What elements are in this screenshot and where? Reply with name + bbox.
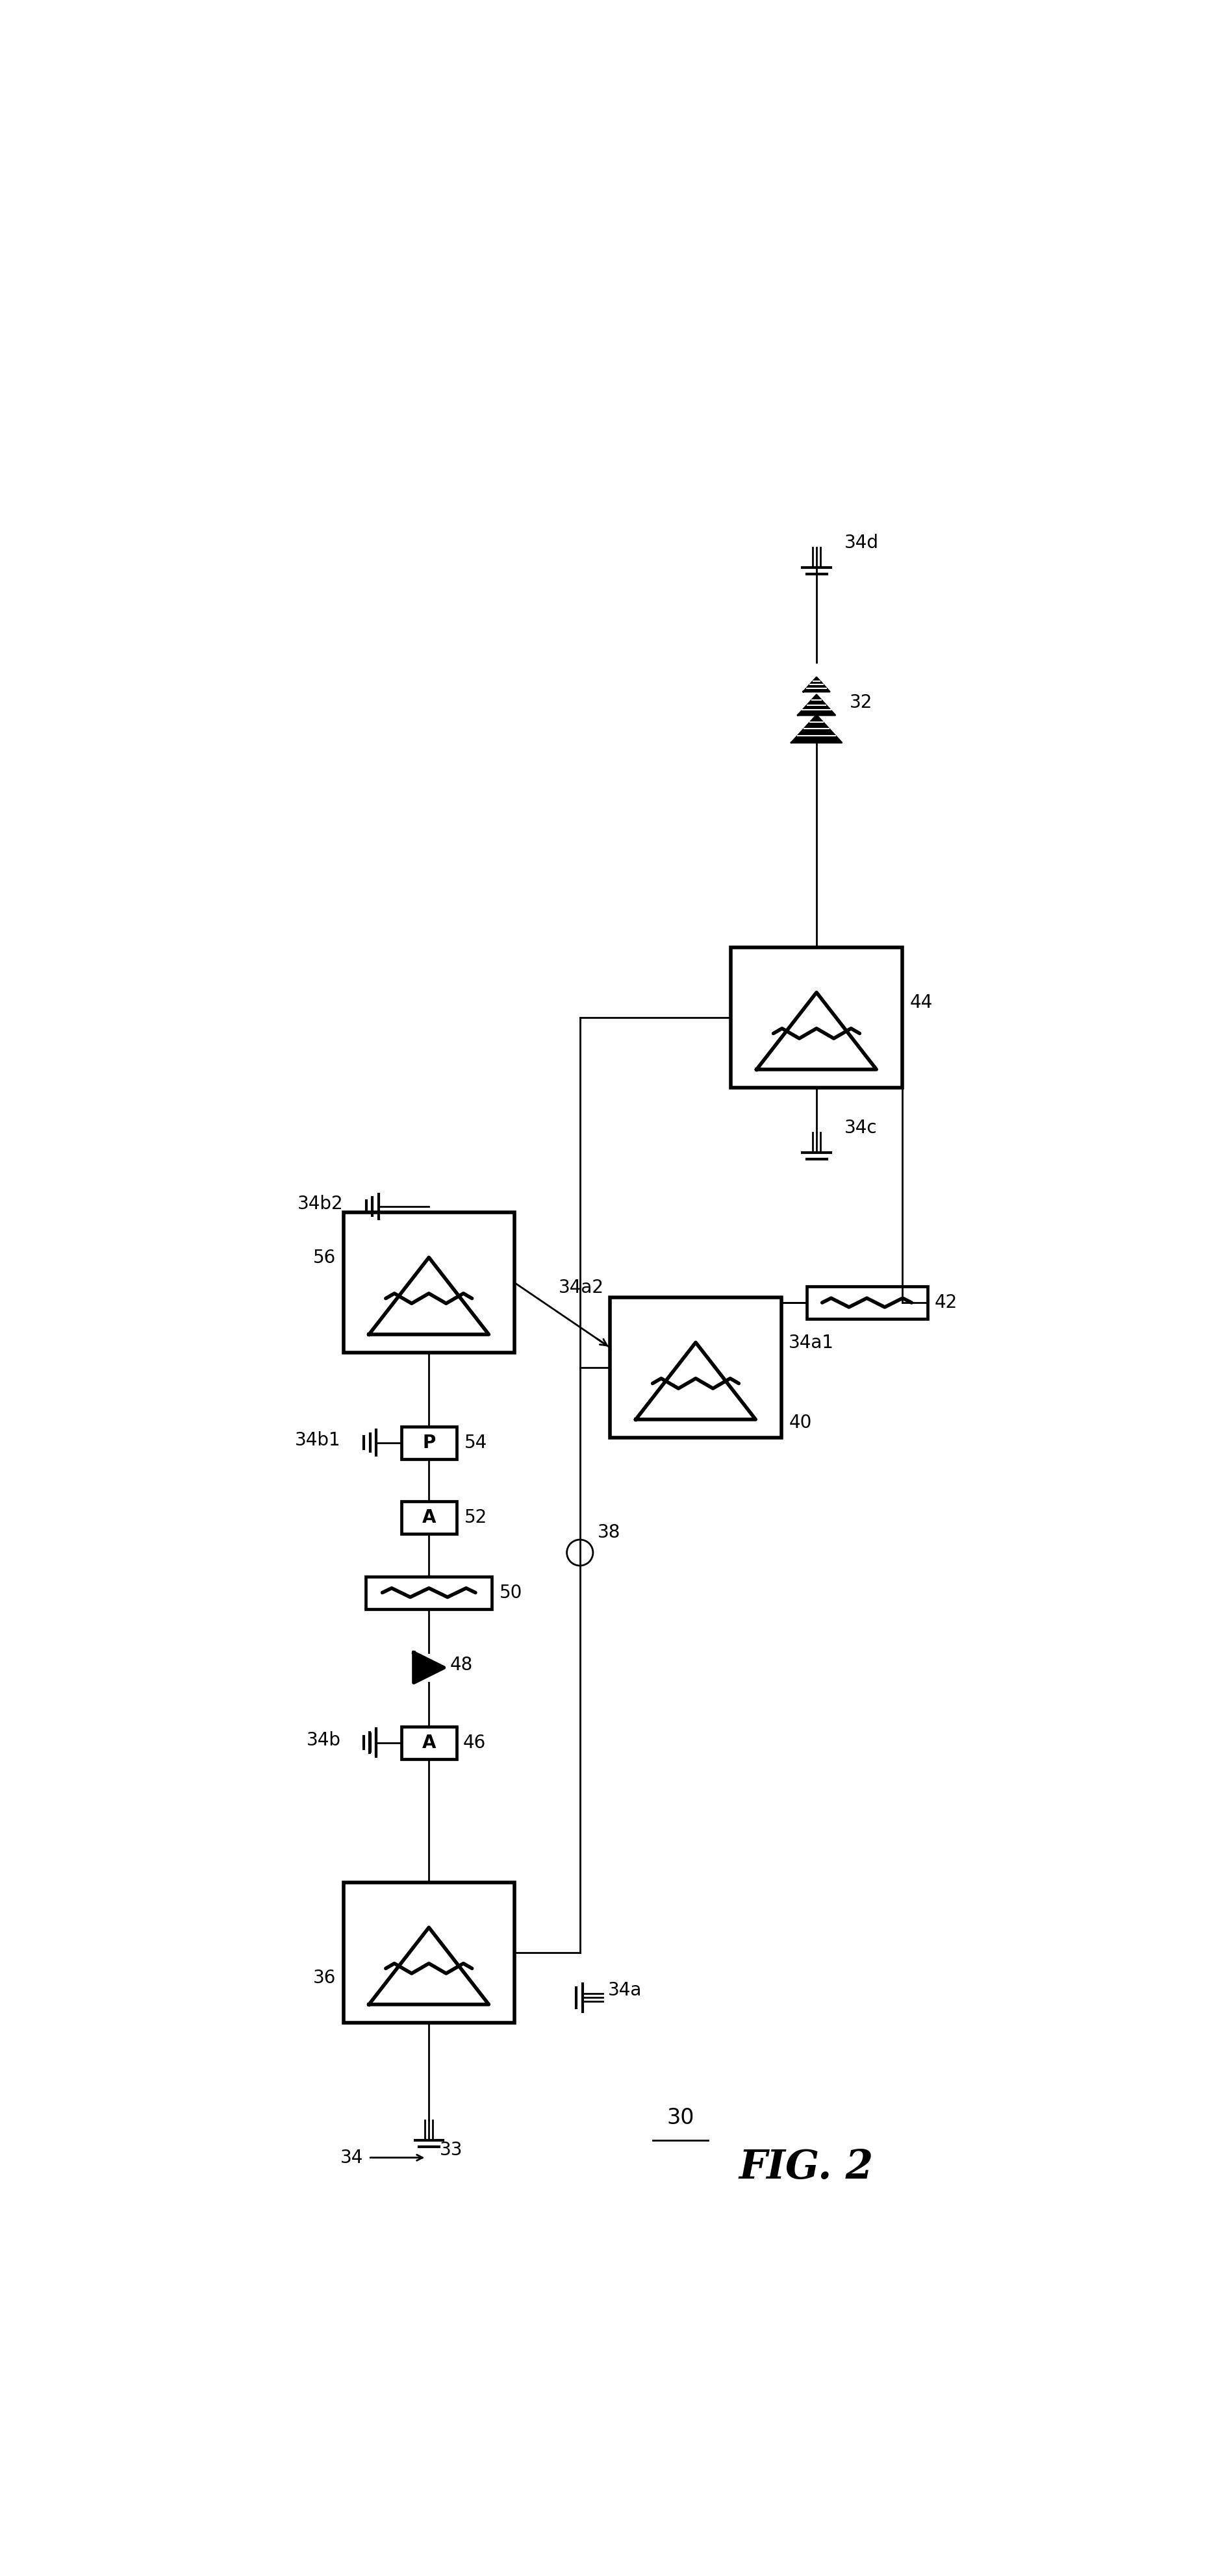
Text: 34a1: 34a1 [789, 1334, 834, 1352]
Text: 34: 34 [340, 2148, 364, 2166]
Text: 34b: 34b [306, 1731, 340, 1749]
Text: A: A [422, 1734, 435, 1752]
Text: 50: 50 [500, 1584, 523, 1602]
Text: 30: 30 [666, 2107, 694, 2128]
Text: 36: 36 [313, 1968, 336, 1986]
Text: 42: 42 [935, 1293, 958, 1311]
Text: A: A [422, 1510, 435, 1528]
Text: 52: 52 [465, 1510, 488, 1528]
Polygon shape [798, 696, 835, 716]
Text: 40: 40 [789, 1414, 812, 1432]
Text: 34d: 34d [844, 533, 879, 551]
Polygon shape [804, 677, 829, 690]
Text: 46: 46 [462, 1734, 485, 1752]
Text: 34a: 34a [608, 1981, 642, 1999]
Text: 34c: 34c [844, 1118, 877, 1136]
Text: 54: 54 [465, 1432, 488, 1453]
Text: 44: 44 [910, 994, 933, 1012]
Bar [610, 1298, 781, 1437]
Text: 34b1: 34b1 [295, 1432, 340, 1450]
Text: 56: 56 [313, 1249, 336, 1267]
Polygon shape [413, 1654, 444, 1682]
Text: P: P [422, 1432, 435, 1453]
Bar [401, 1427, 456, 1458]
Polygon shape [792, 716, 841, 742]
Bar [343, 1213, 514, 1352]
Text: 48: 48 [450, 1656, 473, 1674]
Text: 33: 33 [440, 2141, 463, 2159]
Text: 38: 38 [597, 1522, 620, 1540]
Bar [806, 1285, 928, 1319]
Bar [366, 1577, 491, 1610]
Text: 34a2: 34a2 [558, 1278, 604, 1296]
Bar [731, 948, 902, 1087]
Text: 32: 32 [849, 693, 872, 711]
Bar [401, 1502, 456, 1533]
Text: FIG. 2: FIG. 2 [739, 2148, 874, 2187]
Bar [343, 1883, 514, 2022]
Bar [401, 1726, 456, 1759]
Text: 34b2: 34b2 [298, 1195, 343, 1213]
